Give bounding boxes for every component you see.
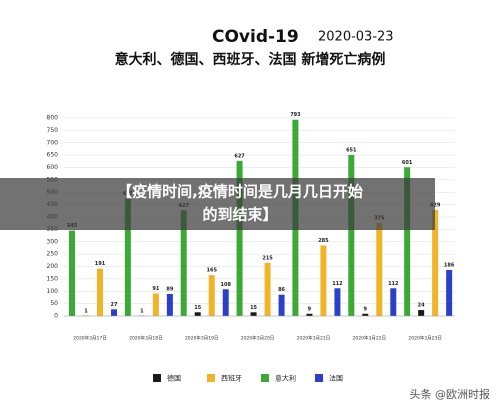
x-tick-label: 2020年3月20日 xyxy=(241,335,275,342)
legend-label: 西班牙 xyxy=(221,374,242,383)
banner-text: 的到结束】 xyxy=(202,206,277,224)
y-tick-label: 200 xyxy=(47,263,59,270)
y-tick-label: 50 xyxy=(50,300,58,307)
value-label: 108 xyxy=(220,282,231,288)
x-tick-label: 2020年3月22日 xyxy=(353,335,387,342)
legend: 德国 西班牙 意大利 法国 xyxy=(153,374,343,383)
x-tick-label: 2020年3月19日 xyxy=(185,335,219,342)
value-label: 429 xyxy=(430,202,441,208)
bar xyxy=(180,210,187,316)
y-tick-label: 700 xyxy=(47,139,59,146)
bar xyxy=(69,230,75,316)
x-tick-label: 2020年3月21日 xyxy=(297,335,331,342)
bar xyxy=(334,288,341,316)
value-label: 165 xyxy=(206,268,217,274)
bar xyxy=(264,262,271,316)
value-label: 15 xyxy=(194,305,201,311)
legend-swatch xyxy=(153,374,161,382)
value-label: 24 xyxy=(418,303,425,309)
legend-swatch xyxy=(315,374,323,382)
bar xyxy=(152,293,159,316)
chart-subtitle: 意大利、德国、西班牙、法国 新增死亡病例 xyxy=(115,51,386,68)
y-tick-label: 600 xyxy=(47,164,59,171)
y-tick-label: 100 xyxy=(47,288,59,295)
value-label: 793 xyxy=(290,112,301,118)
value-label: 215 xyxy=(262,255,273,261)
value-label: 651 xyxy=(346,147,357,153)
bar xyxy=(236,160,243,316)
value-label: 86 xyxy=(278,287,285,293)
y-tick-label: 0 xyxy=(54,313,58,320)
value-label: 15 xyxy=(250,305,257,311)
value-label: 186 xyxy=(444,262,455,268)
bar xyxy=(418,310,425,316)
value-label: 27 xyxy=(111,302,118,308)
legend-swatch xyxy=(207,374,215,382)
value-label: 1 xyxy=(140,308,144,314)
value-label: 285 xyxy=(318,238,329,244)
bar xyxy=(362,313,369,316)
value-label: 601 xyxy=(402,160,413,166)
bar xyxy=(432,209,439,316)
value-label: 9 xyxy=(308,306,312,312)
legend-label: 法国 xyxy=(329,374,343,383)
bar xyxy=(348,154,355,316)
bar xyxy=(208,275,215,316)
legend-label: 意大利 xyxy=(275,374,296,383)
bar xyxy=(124,198,131,316)
value-label: 627 xyxy=(234,153,245,159)
legend-label: 德国 xyxy=(167,374,181,383)
y-tick-label: 300 xyxy=(47,238,59,245)
legend-swatch xyxy=(261,374,269,382)
value-label: 112 xyxy=(332,281,343,287)
bar xyxy=(97,268,103,316)
y-tick-label: 750 xyxy=(47,127,59,134)
bar xyxy=(222,289,229,316)
bar xyxy=(250,312,257,316)
bar xyxy=(446,269,453,316)
value-label: 112 xyxy=(388,281,399,287)
bar xyxy=(111,309,117,316)
bar xyxy=(376,223,383,316)
y-tick-label: 150 xyxy=(47,275,59,282)
bar xyxy=(320,245,327,316)
y-tick-label: 800 xyxy=(47,115,59,122)
x-tick-label: 2020年3月23日 xyxy=(408,335,442,342)
chart-date: 2020-03-23 xyxy=(318,30,394,45)
bar xyxy=(278,294,285,316)
chart-title: COvid-19 xyxy=(212,27,299,47)
bar xyxy=(390,288,397,316)
value-label: 9 xyxy=(364,306,368,312)
value-label: 191 xyxy=(95,261,106,267)
bar xyxy=(404,167,411,316)
y-tick-label: 250 xyxy=(47,251,59,258)
value-label: 91 xyxy=(152,286,159,292)
bar xyxy=(306,313,313,316)
y-tick-label: 650 xyxy=(47,152,59,159)
watermark: 头条 @欧洲时报 xyxy=(410,387,491,401)
x-tick-label: 2020年3月17日 xyxy=(73,335,107,342)
value-label: 89 xyxy=(166,286,173,292)
value-label: 1 xyxy=(84,308,88,314)
banner-background xyxy=(0,178,435,230)
banner-text: 【疫情时间,疫情时间是几月几日开始 xyxy=(117,183,363,201)
bar xyxy=(194,312,201,316)
x-tick-label: 2020年3月18日 xyxy=(129,335,163,342)
bar xyxy=(166,293,173,316)
